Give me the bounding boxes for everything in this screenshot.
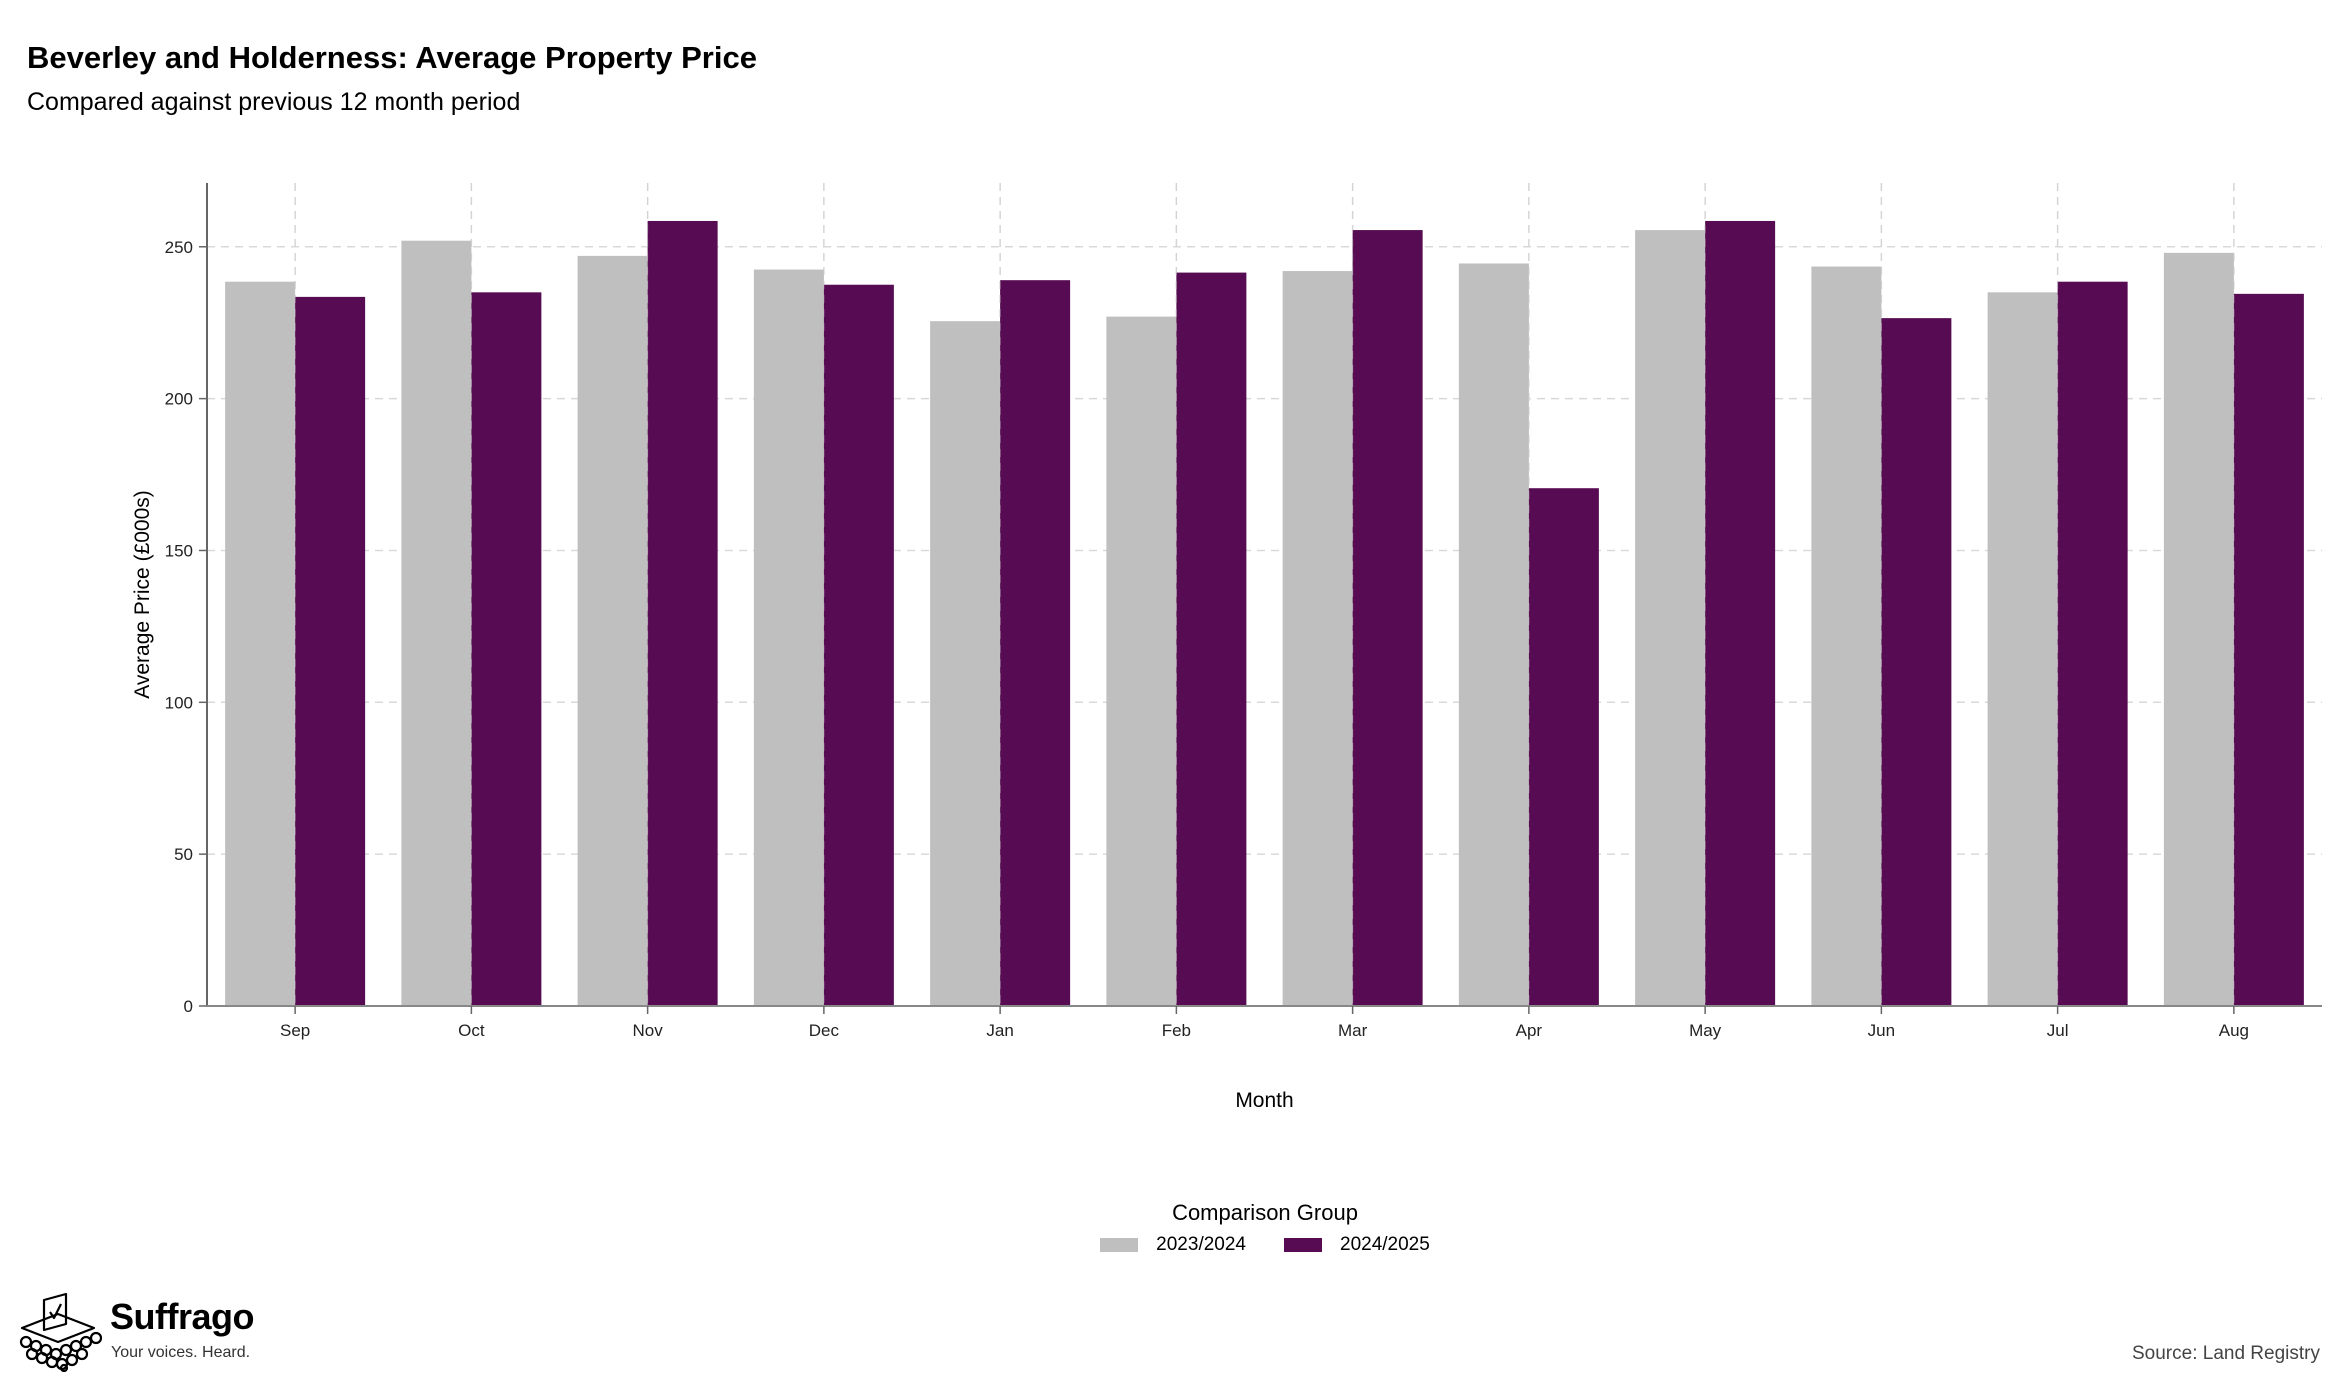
bar-jan-2023-2024 xyxy=(930,321,1001,1006)
y-axis-title: Average Price (£000s) xyxy=(131,490,154,699)
x-tick-label: Aug xyxy=(2219,1021,2249,1040)
bar-mar-2023-2024 xyxy=(1282,271,1353,1007)
legend-item: 2024/2025 xyxy=(1284,1234,1430,1256)
y-tick-label: 50 xyxy=(174,845,193,864)
bar-may-2023-2024 xyxy=(1635,230,1706,1006)
bar-oct-2024-2025 xyxy=(471,292,542,1007)
x-tick-label: Mar xyxy=(1338,1021,1368,1040)
x-tick-label: Nov xyxy=(633,1021,664,1040)
bar-apr-2023-2024 xyxy=(1458,263,1529,1006)
x-tick-label: May xyxy=(1689,1021,1722,1040)
bar-jul-2023-2024 xyxy=(1987,292,2058,1007)
x-axis-title: Month xyxy=(1235,1089,1293,1112)
bar-nov-2023-2024 xyxy=(577,255,648,1006)
bar-apr-2024-2025 xyxy=(1528,488,1599,1006)
bars xyxy=(225,183,2304,1007)
bar-nov-2024-2025 xyxy=(647,220,718,1007)
y-tick-label: 0 xyxy=(184,997,193,1016)
y-tick-label: 150 xyxy=(165,541,193,560)
bar-sep-2024-2025 xyxy=(295,296,366,1006)
y-tick-label: 200 xyxy=(165,390,193,409)
bar-feb-2023-2024 xyxy=(1106,316,1177,1006)
bar-oct-2023-2024 xyxy=(401,240,472,1006)
legend: Comparison Group 2023/2024 2024/2025 xyxy=(0,1200,2334,1256)
legend-label: 2023/2024 xyxy=(1156,1234,1246,1255)
bar-chart: 0 50 100 150 200 250 Sep Oct Nov Dec Jan Feb Mar Apr… xyxy=(131,183,2322,1112)
brand-tagline: Your voices. Heard. xyxy=(111,1344,251,1361)
chart-subtitle: Compared against previous 12 month perio… xyxy=(27,88,521,116)
x-tick-label: Oct xyxy=(458,1021,485,1040)
bar-jan-2024-2025 xyxy=(1000,280,1071,1007)
legend-swatch xyxy=(1100,1238,1139,1252)
bar-mar-2024-2025 xyxy=(1352,230,1423,1006)
bar-feb-2024-2025 xyxy=(1176,272,1247,1006)
bar-jun-2023-2024 xyxy=(1811,266,1882,1006)
bar-jul-2024-2025 xyxy=(2057,281,2128,1007)
legend-swatch xyxy=(1284,1238,1322,1252)
bar-jun-2024-2025 xyxy=(1881,318,1952,1006)
legend-item: 2023/2024 xyxy=(1100,1234,1246,1256)
bar-may-2024-2025 xyxy=(1705,220,1776,1007)
y-tick-label: 100 xyxy=(165,693,193,712)
bar-aug-2024-2025 xyxy=(2233,293,2304,1006)
x-axis-ticks: Sep Oct Nov Dec Jan Feb Mar Apr May Jun Jul Aug xyxy=(280,1006,2249,1040)
bar-aug-2023-2024 xyxy=(2163,252,2234,1007)
x-tick-label: Jan xyxy=(986,1021,1013,1040)
legend-title: Comparison Group xyxy=(1172,1200,1358,1225)
x-tick-label: Jul xyxy=(2047,1021,2069,1040)
y-tick-label: 250 xyxy=(165,238,193,257)
x-tick-label: Feb xyxy=(1162,1021,1191,1040)
legend-items: 2023/2024 2024/2025 xyxy=(0,1234,2334,1256)
x-tick-label: Jun xyxy=(1868,1021,1895,1040)
source-note: Source: Land Registry xyxy=(2132,1343,2320,1364)
ballot-box-icon xyxy=(19,1292,103,1373)
chart-title: Beverley and Holderness: Average Propert… xyxy=(27,40,757,75)
x-tick-label: Apr xyxy=(1516,1021,1543,1040)
bar-sep-2023-2024 xyxy=(225,281,296,1007)
bar-dec-2024-2025 xyxy=(823,284,894,1006)
brand-name: Suffrago xyxy=(110,1296,255,1337)
legend-label: 2024/2025 xyxy=(1340,1234,1430,1255)
x-tick-label: Sep xyxy=(280,1021,310,1040)
brand-logo: Suffrago Your voices. Heard. xyxy=(14,1292,274,1373)
y-axis-ticks: 0 50 100 150 200 250 xyxy=(165,238,207,1016)
x-tick-label: Dec xyxy=(809,1021,840,1040)
bar-dec-2023-2024 xyxy=(753,269,824,1007)
